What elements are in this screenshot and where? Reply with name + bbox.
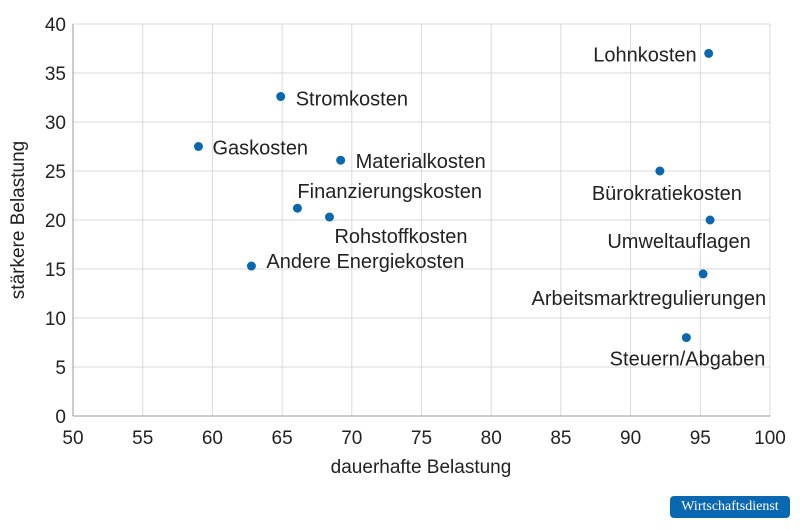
x-tick-label: 100 bbox=[754, 428, 786, 449]
x-tick-label: 65 bbox=[272, 428, 293, 449]
point-label: Rohstoffkosten bbox=[334, 226, 467, 248]
point-label: Gaskosten bbox=[212, 138, 308, 160]
x-tick-label: 80 bbox=[481, 428, 502, 449]
point-label: Stromkosten bbox=[296, 89, 408, 111]
data-point bbox=[276, 92, 286, 102]
point-label: Andere Energiekosten bbox=[266, 251, 464, 273]
x-tick-label: 60 bbox=[202, 428, 223, 449]
point-label: Lohnkosten bbox=[593, 44, 696, 66]
data-point bbox=[292, 203, 302, 213]
y-tick-label: 20 bbox=[45, 211, 66, 232]
data-point bbox=[704, 48, 714, 58]
x-tick-label: 75 bbox=[411, 428, 432, 449]
point-label: Finanzierungskosten bbox=[297, 181, 482, 203]
x-axis-label: dauerhafte Belastung bbox=[331, 457, 512, 478]
data-point bbox=[655, 166, 665, 176]
y-tick-label: 40 bbox=[45, 15, 66, 36]
x-tick-label: 90 bbox=[620, 428, 641, 449]
x-tick-label: 55 bbox=[132, 428, 153, 449]
y-tick-label: 0 bbox=[55, 407, 66, 428]
point-label: Umweltauflagen bbox=[607, 231, 750, 253]
y-tick-label: 30 bbox=[45, 113, 66, 134]
y-tick-label: 25 bbox=[45, 162, 66, 183]
y-tick-label: 15 bbox=[45, 260, 66, 281]
y-tick-label: 35 bbox=[45, 64, 66, 85]
point-label: Bürokratiekosten bbox=[592, 183, 742, 205]
data-point bbox=[705, 215, 715, 225]
data-point bbox=[698, 269, 708, 279]
x-tick-label: 95 bbox=[690, 428, 711, 449]
points: Lohnkosten Stromkosten Gaskosten Materialko… bbox=[193, 44, 767, 371]
data-point bbox=[324, 212, 334, 222]
data-point bbox=[246, 261, 256, 271]
x-tick-label: 70 bbox=[341, 428, 362, 449]
point-label: Arbeitsmarktregulierungen bbox=[532, 288, 767, 310]
wirtschaftsdienst-logo: Wirtschaftsdienst bbox=[670, 496, 790, 518]
x-tick-label: 85 bbox=[550, 428, 571, 449]
point-label: Materialkosten bbox=[356, 151, 486, 173]
data-point bbox=[681, 333, 691, 343]
y-axis-label: stärkere Belastung bbox=[8, 141, 29, 299]
point-label: Steuern/Abgaben bbox=[610, 349, 766, 371]
tick-labels: 50 55 60 65 70 75 80 85 90 95 100 0 5 10 15 20 25 30 35 40 bbox=[45, 15, 786, 449]
data-point bbox=[336, 155, 346, 165]
data-point bbox=[193, 142, 203, 151]
grid bbox=[72, 23, 771, 417]
y-tick-label: 5 bbox=[55, 358, 66, 379]
y-tick-label: 10 bbox=[45, 309, 66, 330]
x-tick-label: 50 bbox=[62, 428, 83, 449]
